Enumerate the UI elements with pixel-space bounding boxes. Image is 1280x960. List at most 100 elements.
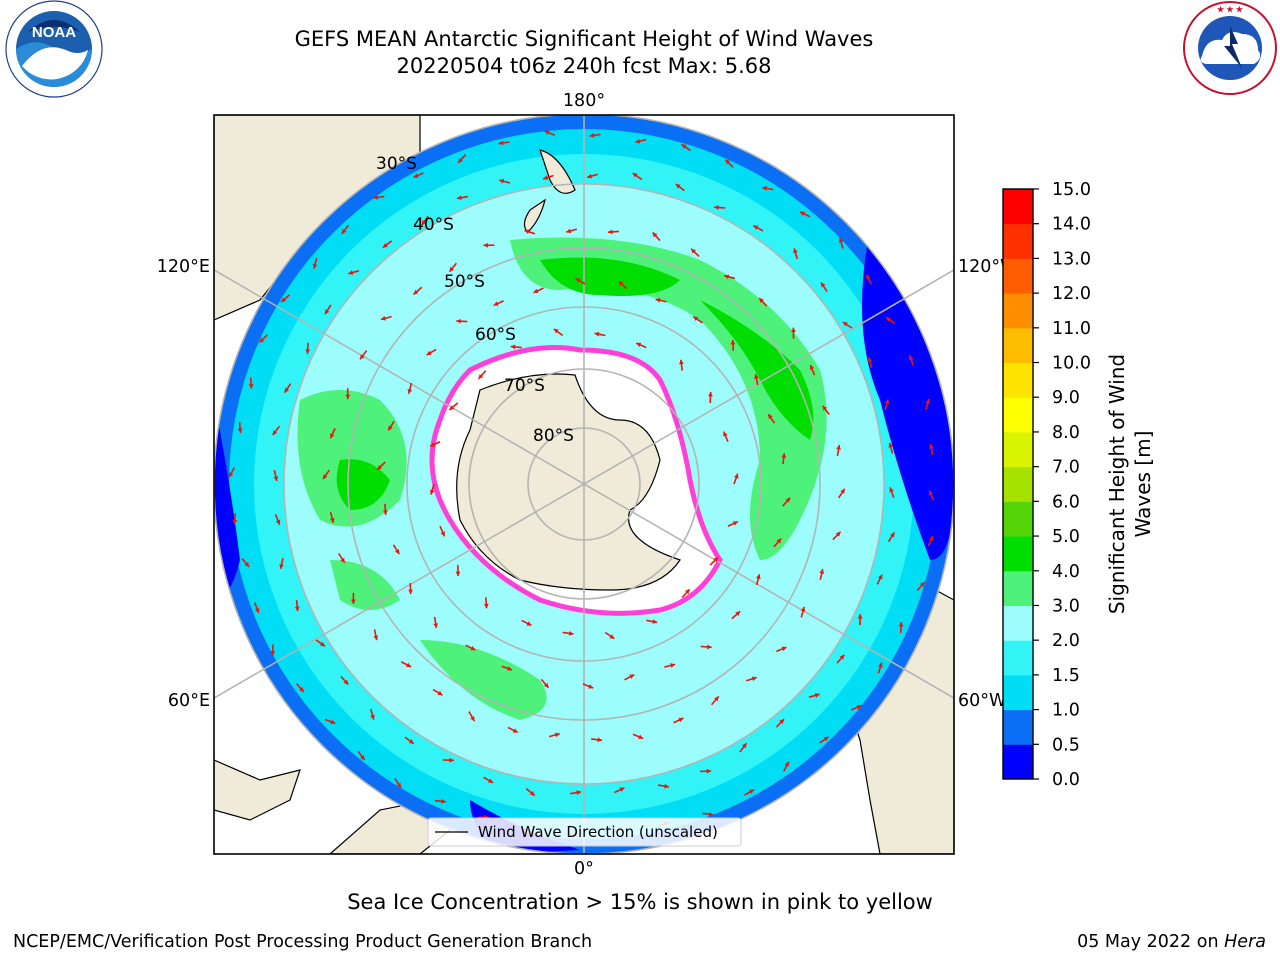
nws-logo: ★ ★ ★ — [1183, 1, 1277, 95]
wave-direction-arrowhead — [470, 716, 475, 722]
wave-direction-arrowhead — [636, 342, 642, 348]
wave-direction-arrowhead — [568, 631, 574, 636]
wave-direction-arrowhead — [380, 315, 386, 321]
lat-label-80s: 80°S — [533, 426, 574, 446]
wave-direction-arrowhead — [406, 662, 412, 668]
wave-direction-arrowhead — [284, 387, 290, 393]
legend-label: Wind Wave Direction (unscaled) — [478, 823, 718, 841]
colorbar-bin — [1003, 362, 1033, 398]
wave-direction-arrowhead — [543, 682, 549, 688]
wave-direction-arrowhead — [707, 644, 712, 650]
wave-direction-arrowhead — [607, 229, 613, 235]
colorbar-bin — [1003, 605, 1033, 641]
wave-direction-arrowhead — [877, 574, 883, 580]
wave-direction-arrowhead — [458, 158, 463, 163]
wave-direction-arrowhead — [679, 359, 684, 365]
lat-label-70s: 70°S — [504, 376, 545, 396]
colorbar-tick-label: 13.0 — [1052, 249, 1091, 269]
date-stamp: 05 May 2022 on Hera — [1077, 932, 1266, 952]
wave-direction-arrowhead — [632, 173, 638, 178]
wave-direction-arrowhead — [576, 790, 582, 795]
wave-direction-arrowhead — [429, 489, 435, 495]
wave-direction-arrowhead — [407, 388, 413, 394]
wave-direction-arrowhead — [749, 789, 755, 794]
wave-direction-arrowhead — [430, 442, 436, 447]
wave-direction-arrowhead — [588, 684, 594, 689]
wave-direction-arrowhead — [842, 321, 848, 327]
wave-direction-arrowhead — [857, 614, 863, 619]
wave-direction-arrowhead — [512, 728, 518, 733]
wave-direction-arrowhead — [587, 173, 593, 179]
wave-direction-arrowhead — [919, 582, 925, 588]
wave-direction-arrowhead — [929, 536, 934, 542]
colorbar-bin — [1003, 258, 1033, 294]
wave-direction-arrowhead — [741, 743, 747, 749]
colorbar-tick-label: 0.0 — [1052, 770, 1080, 790]
colorbar-bin — [1003, 570, 1033, 606]
wave-direction-arrowhead — [377, 464, 383, 470]
wave-direction-arrowhead — [483, 603, 489, 609]
wave-direction-arrowhead — [878, 662, 883, 668]
wave-direction-arrowhead — [735, 611, 741, 617]
wave-direction-arrowhead — [885, 317, 891, 322]
graticule — [214, 115, 954, 854]
wave-direction-arrowhead — [566, 228, 572, 234]
wave-direction-arrowhead — [254, 607, 260, 613]
wave-direction-arrowhead — [836, 444, 841, 450]
colorbar-bin — [1003, 709, 1033, 745]
chart-title: GEFS MEAN Antarctic Significant Height o… — [294, 27, 874, 51]
colorbar-tick-label: 1.5 — [1052, 666, 1080, 686]
wave-direction-arrowhead — [819, 569, 825, 574]
wave-direction-arrowhead — [493, 301, 499, 306]
map-frame — [213, 114, 955, 855]
noaa-logo-text: NOAA — [32, 24, 76, 41]
wave-direction-arrowhead — [341, 228, 347, 234]
wave-direction-arrowhead — [373, 635, 379, 641]
wave-direction-arrowhead — [533, 288, 539, 294]
wave-direction-arrowhead — [779, 719, 785, 724]
wave-direction-arrowhead — [781, 646, 787, 652]
wave-direction-arrowhead — [776, 538, 782, 544]
wave-direction-arrowhead — [330, 719, 336, 725]
wave-direction-arrowhead — [809, 364, 815, 370]
lon-label-60w: 60°W — [958, 691, 1006, 711]
colorbar-bin — [1003, 431, 1033, 468]
colorbar-tick-label: 15.0 — [1052, 180, 1091, 200]
wave-direction-arrowhead — [684, 589, 690, 595]
wave-direction-arrowhead — [383, 510, 388, 515]
wave-direction-arrowhead — [822, 405, 828, 411]
wave-direction-arrowhead — [554, 732, 560, 738]
wave-direction-arrowhead — [329, 517, 335, 523]
wave-direction-arrowhead — [343, 679, 349, 685]
wave-direction-arrowhead — [457, 195, 462, 201]
wave-direction-arrowhead — [652, 232, 658, 238]
wave-direction-arrowhead — [629, 674, 635, 679]
wave-direction-arrowhead — [449, 266, 455, 272]
wave-direction-arrowhead — [299, 687, 304, 693]
colorbar-bin — [1003, 327, 1033, 364]
wave-direction-arrowhead — [394, 549, 400, 555]
wave-direction-arrowhead — [345, 394, 351, 400]
wave-direction-arrowhead — [714, 205, 719, 210]
wave-direction-arrowhead — [856, 705, 862, 710]
colorbar-bin — [1003, 640, 1033, 676]
wave-direction-arrowhead — [714, 696, 719, 702]
wave-direction-arrowhead — [754, 374, 759, 379]
lat-label-40s: 40°S — [413, 215, 454, 235]
wave-direction-arrowhead — [713, 557, 719, 563]
wave-direction-arrowhead — [867, 357, 873, 363]
wave-direction-arrowhead — [388, 425, 393, 431]
africa-land — [214, 759, 301, 821]
wave-direction-arrowhead — [681, 144, 687, 149]
wave-direction-arrowhead — [800, 606, 806, 612]
chart-subtitle: 20220504 t06z 240h fcst Max: 5.68 — [396, 54, 772, 78]
wave-direction-arrowhead — [382, 243, 388, 248]
colorbar-bin — [1003, 293, 1033, 329]
wave-direction-arrowhead — [237, 428, 243, 433]
wave-direction-arrowhead — [510, 344, 516, 350]
wave-direction-arrowhead — [360, 755, 365, 761]
wave-direction-arrowhead — [768, 414, 773, 420]
wave-direction-arrowhead — [839, 654, 845, 660]
colorbar-label: Significant Height of Wind Waves [m] — [1105, 354, 1155, 614]
